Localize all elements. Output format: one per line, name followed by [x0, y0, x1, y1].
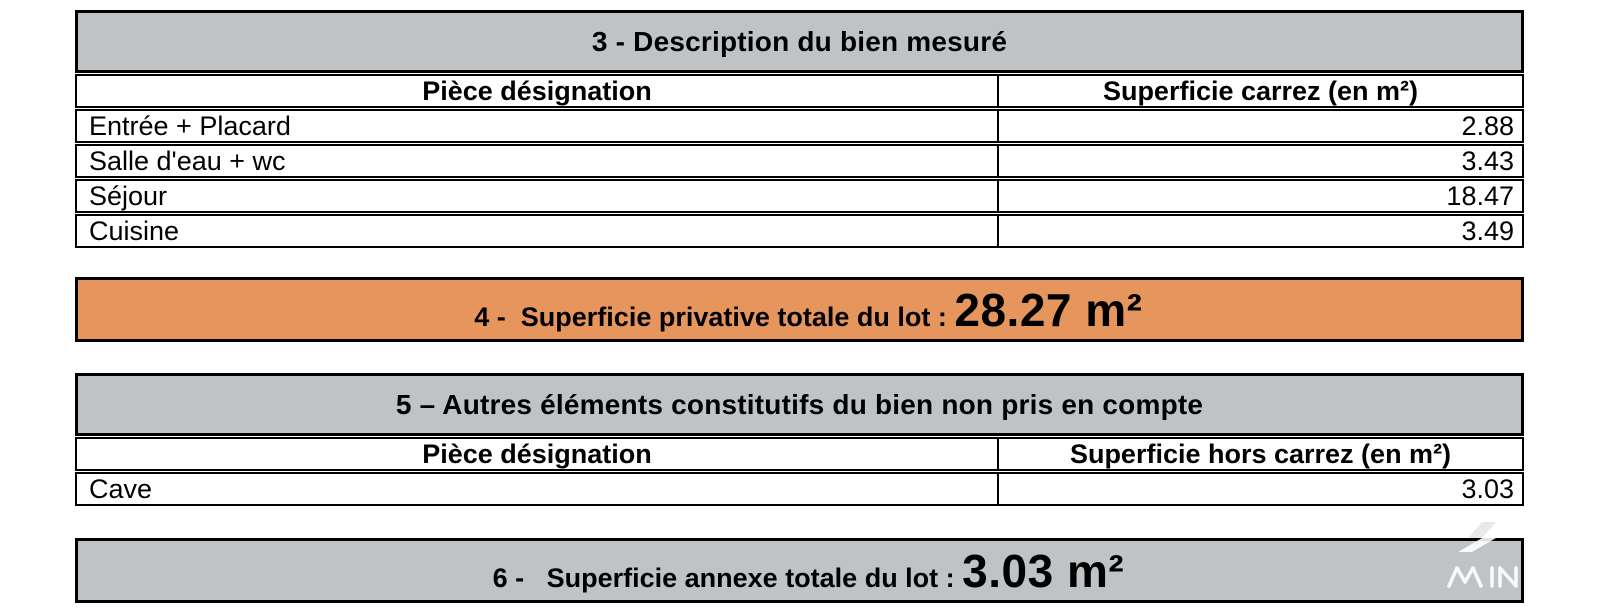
- room-area: 3.43: [1461, 145, 1514, 176]
- room-area: 18.47: [1446, 180, 1514, 211]
- room-name: Salle d'eau + wc: [77, 146, 999, 176]
- section3-table: 3 - Description du bien mesuré Pièce dés…: [75, 10, 1524, 248]
- room-name: Séjour: [77, 181, 999, 211]
- table-row: Cuisine 3.49: [75, 214, 1524, 248]
- section6-total-value: 3.03 m²: [962, 544, 1125, 597]
- section5-table: 5 – Autres éléments constitutifs du bien…: [75, 373, 1524, 506]
- table-row: Salle d'eau + wc 3.43: [75, 144, 1524, 178]
- room-name: Cave: [77, 474, 999, 504]
- section4-total-banner: 4 - Superficie privative totale du lot :…: [75, 277, 1524, 342]
- section5-title: 5 – Autres éléments constitutifs du bien…: [75, 373, 1524, 436]
- section3-col-superficie: Superficie carrez (en m²): [1102, 75, 1419, 106]
- section5-col-designation: Pièce désignation: [77, 439, 999, 469]
- room-area: 2.88: [1461, 110, 1514, 141]
- section6-label: 6 - Superficie annexe totale du lot :: [492, 562, 963, 593]
- room-area: 3.03: [1461, 473, 1514, 504]
- table-row: Séjour 18.47: [75, 179, 1524, 213]
- room-name: Cuisine: [77, 216, 999, 246]
- section4-label: 4 - Superficie privative totale du lot :: [474, 301, 955, 332]
- section4-total-value: 28.27 m²: [954, 283, 1143, 336]
- table-row: Entrée + Placard 2.88: [75, 109, 1524, 143]
- table-row: Cave 3.03: [75, 472, 1524, 506]
- section3-title: 3 - Description du bien mesuré: [75, 10, 1524, 73]
- section3-header-row: Pièce désignation Superficie carrez (en …: [75, 74, 1524, 108]
- room-area: 3.49: [1461, 215, 1514, 246]
- section5-header-row: Pièce désignation Superficie hors carrez…: [75, 437, 1524, 471]
- section3-col-designation: Pièce désignation: [77, 76, 999, 106]
- section5-col-superficie: Superficie hors carrez (en m²): [1069, 438, 1452, 469]
- room-name: Entrée + Placard: [77, 111, 999, 141]
- section6-total-banner: 6 - Superficie annexe totale du lot : 3.…: [75, 538, 1524, 603]
